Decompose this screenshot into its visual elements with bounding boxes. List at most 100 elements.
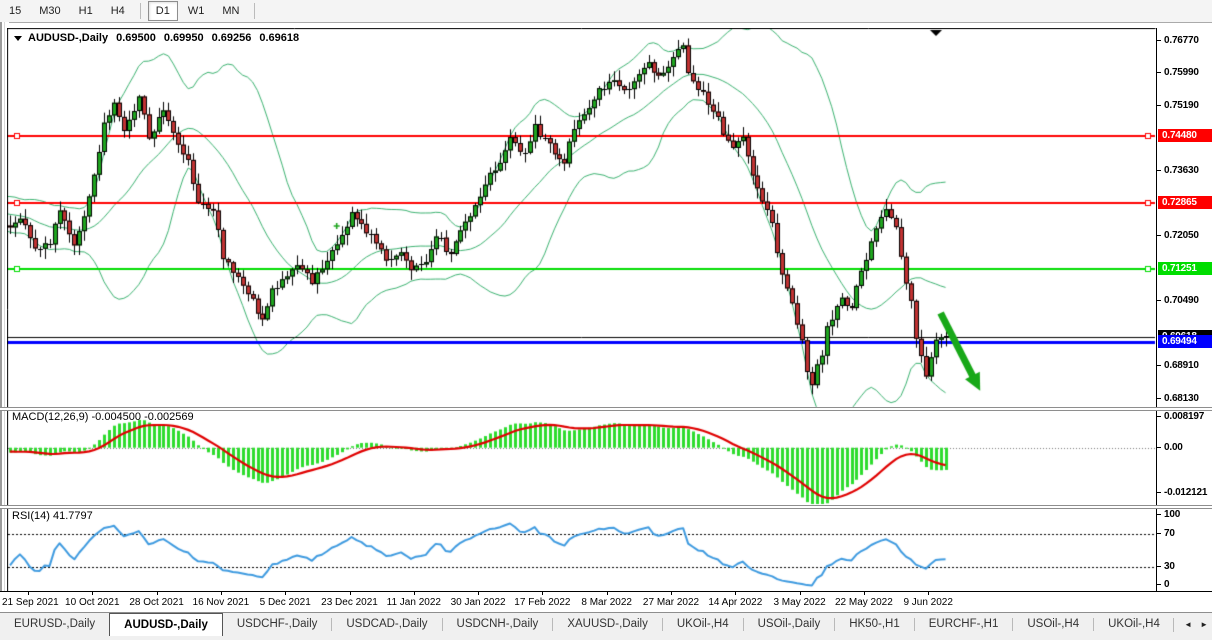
price-chart-canvas[interactable]: [7, 28, 1156, 591]
timeframe-button-h1[interactable]: H1: [78, 5, 93, 17]
timeframe-button-mn[interactable]: MN: [222, 5, 240, 17]
chart-title: AUDUSD-,Daily 0.69500 0.69950 0.69256 0.…: [14, 32, 299, 44]
chart-tab-ukoil-h4[interactable]: UKOil-,H4: [1108, 618, 1160, 630]
chart-tab-xauusd-daily[interactable]: XAUUSD-,Daily: [567, 618, 648, 630]
date-tick: [542, 592, 544, 595]
date-tick: [606, 592, 608, 595]
price-axis[interactable]: 0.76770 0.75990 0.75190 0.73630 0.72050 0.704…: [1156, 28, 1212, 591]
date-label: 17 Feb 2022: [514, 597, 571, 608]
date-label: 30 Jan 2022: [450, 597, 506, 608]
date-tick: [735, 592, 737, 595]
timeframe-button-h4[interactable]: H4: [110, 5, 125, 17]
date-tick: [413, 592, 415, 595]
tab-scroll-left-icon[interactable]: ◄: [1184, 620, 1193, 629]
timeframe-button-15[interactable]: 15: [9, 5, 22, 17]
chart-tab-eurusd-daily[interactable]: EURUSD-,Daily: [14, 618, 96, 630]
symbol-dropdown-icon[interactable]: [14, 35, 22, 41]
date-tick: [156, 592, 158, 595]
rsi-axis-tick: 0: [1156, 578, 1170, 590]
timeframe-toolbar: 15 M30 H1 H4 D1 W1 MN: [0, 0, 1212, 23]
tab-separator: [742, 618, 744, 631]
date-tick: [863, 592, 865, 595]
tab-separator: [331, 618, 333, 631]
price-level-label: 0.69494: [1158, 335, 1212, 349]
price-axis-tick: 0.76770: [1157, 35, 1199, 46]
macd-indicator-label: MACD(12,26,9) -0.004500 -0.002569: [12, 411, 194, 423]
chart-tabs-bar: EURUSD-,Daily AUDUSD-,Daily USDCHF-,Daily U…: [0, 612, 1212, 640]
date-label: 14 Apr 2022: [708, 597, 763, 608]
chart-tab-audusd-daily[interactable]: AUDUSD-,Daily: [109, 613, 223, 636]
date-tick: [349, 592, 351, 595]
ohlc-open: 0.69500: [116, 32, 156, 44]
chart-tab-usoil-daily[interactable]: USOil-,Daily: [757, 618, 821, 630]
macd-axis-tick: 0.008197: [1156, 411, 1205, 423]
tab-separator: [1093, 618, 1095, 631]
date-axis[interactable]: 21 Sep 2021 10 Oct 2021 28 Oct 2021 16 Nov …: [0, 591, 1212, 613]
price-axis-tick: 0.70490: [1157, 294, 1199, 306]
price-level-label: 0.71251: [1158, 262, 1212, 276]
chart-tab-ukoil-h4[interactable]: UKOil-,H4: [676, 618, 729, 630]
price-axis-tick: 0.73630: [1157, 164, 1199, 176]
tab-separator: [913, 618, 915, 631]
chart-symbol: AUDUSD-,Daily: [28, 32, 109, 44]
price-level-label: 0.74480: [1158, 128, 1212, 142]
timeframe-button-m30[interactable]: M30: [39, 5, 61, 17]
date-tick: [92, 592, 94, 595]
date-label: 27 Mar 2022: [642, 597, 700, 608]
date-label: 23 Dec 2021: [321, 597, 378, 608]
date-label: 8 Mar 2022: [581, 597, 632, 608]
panel-splitter-rsi[interactable]: [0, 505, 1212, 509]
macd-axis-tick: -0.012121: [1156, 486, 1208, 498]
tab-separator: [661, 618, 663, 631]
rsi-axis-tick: 30: [1157, 560, 1175, 572]
date-label: 9 Jun 2022: [903, 597, 953, 608]
rsi-name: RSI(14): [12, 510, 50, 522]
macd-axis-tick: 0.00: [1157, 441, 1183, 453]
date-tick: [285, 592, 287, 595]
price-axis-tick: 0.68130: [1157, 392, 1199, 404]
date-label: 22 May 2022: [834, 597, 893, 608]
date-tick: [799, 592, 801, 595]
date-label: 3 May 2022: [773, 597, 826, 608]
tab-separator: [552, 618, 554, 631]
timeframe-button-d1[interactable]: D1: [147, 1, 178, 21]
date-label: 16 Nov 2021: [192, 597, 250, 608]
chart-tab-usoil-h4[interactable]: USOil-,H4: [1027, 618, 1080, 630]
rsi-indicator-label: RSI(14) 41.7797: [12, 510, 93, 522]
ohlc-close: 0.69618: [259, 32, 300, 44]
price-axis-tick: 0.75990: [1157, 67, 1199, 79]
tab-separator: [441, 618, 443, 631]
date-label: 5 Dec 2021: [259, 597, 311, 608]
window-left-frame: [0, 22, 9, 612]
chart-tab-hk50-h1[interactable]: HK50-,H1: [849, 618, 900, 630]
chart-tab-usdchf-daily[interactable]: USDCHF-,Daily: [236, 618, 318, 630]
panel-splitter-macd[interactable]: [0, 407, 1212, 411]
price-level-label: 0.72865: [1158, 195, 1212, 209]
price-axis-tick: 0.75190: [1157, 100, 1199, 112]
date-tick: [28, 592, 29, 595]
toolbar-separator: [254, 3, 256, 19]
tab-separator: [1012, 618, 1014, 631]
date-label: 11 Jan 2022: [386, 597, 441, 608]
date-label: 21 Sep 2021: [2, 597, 59, 608]
date-label: 10 Oct 2021: [65, 597, 120, 608]
chart-tab-usdcnh-daily[interactable]: USDCNH-,Daily: [456, 618, 539, 630]
date-tick: [220, 592, 222, 595]
macd-values: -0.004500 -0.002569: [91, 411, 194, 423]
chart-tab-usdcad-daily[interactable]: USDCAD-,Daily: [346, 618, 428, 630]
ohlc-low: 0.69256: [211, 32, 252, 44]
tab-separator: [834, 618, 836, 631]
price-axis-tick: 0.72050: [1157, 230, 1199, 242]
chart-tab-eurchf-h1[interactable]: EURCHF-,H1: [928, 618, 999, 630]
tab-scroll-right-icon[interactable]: ►: [1200, 620, 1208, 629]
rsi-axis-tick: 100: [1156, 509, 1181, 520]
rsi-axis-tick: 70: [1157, 527, 1175, 539]
timeframe-button-w1[interactable]: W1: [187, 5, 205, 17]
date-tick: [478, 592, 480, 595]
price-axis-tick: 0.68910: [1157, 360, 1199, 372]
date-label: 28 Oct 2021: [129, 597, 184, 608]
tab-scroll-controls: ◄ ►: [1173, 618, 1208, 632]
rsi-value: 41.7797: [52, 510, 93, 522]
date-tick: [928, 592, 930, 595]
